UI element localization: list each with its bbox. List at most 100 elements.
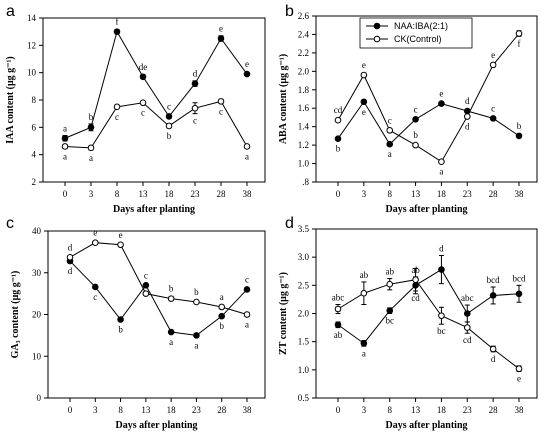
significance-letter: e [439, 89, 443, 99]
significance-letter: e [362, 60, 366, 70]
x-axis-title: Days after planting [115, 420, 197, 431]
x-tick-label: 0 [63, 189, 68, 199]
x-tick-label: 23 [463, 405, 473, 415]
significance-letter: f [116, 17, 119, 27]
data-point [386, 140, 394, 148]
series-line [337, 100, 520, 145]
data-point [463, 113, 471, 120]
y-axis-title: GA₃ content (μg g⁻¹) [10, 271, 21, 359]
significance-letter: ab [360, 270, 369, 280]
series-treatment: b e a c e d c b [334, 89, 523, 159]
significance-letter: e [219, 24, 223, 34]
significance-letter: e [362, 107, 366, 117]
legend-entry: NAA:IBA(2:1) [394, 21, 448, 31]
data-point [360, 340, 368, 347]
x-tick-label: 3 [362, 405, 367, 415]
y-tick-label: 2.2 [298, 48, 309, 58]
data-point [438, 100, 445, 107]
y-tick-label: 8 [32, 95, 37, 105]
data-point [334, 135, 342, 142]
significance-letter: f [518, 39, 521, 49]
x-tick-label: 18 [165, 189, 175, 199]
x-tick-label: 13 [139, 189, 149, 199]
panel-d: d0.51.01.52.02.53.03.50 3 8 13 18 23 28 38Days … [278, 215, 538, 431]
significance-letter: b [169, 284, 174, 294]
significance-letter: c [491, 103, 495, 113]
panel-label-d: d [285, 215, 294, 232]
significance-letter: a [89, 153, 93, 163]
data-point [463, 310, 471, 317]
x-tick-label: 38 [515, 189, 525, 199]
y-tick-label: 1.8 [298, 85, 310, 95]
y-tick-label: 1.0 [298, 159, 310, 169]
y-tick-label: 4 [32, 150, 37, 160]
y-axis-title: IAA content (μg g⁻¹) [5, 56, 16, 144]
x-tick-label: 3 [89, 189, 94, 199]
x-tick-label: 18 [437, 189, 447, 199]
data-point [438, 266, 445, 273]
x-tick-label: 0 [336, 189, 341, 199]
data-point [360, 289, 368, 297]
y-tick-label: 2.6 [298, 11, 310, 21]
significance-letter: bcd [513, 273, 526, 283]
y-tick-label: 40 [32, 226, 42, 236]
x-tick-label: 23 [463, 189, 473, 199]
x-tick-label: 8 [118, 405, 123, 415]
significance-letter: b [89, 112, 94, 122]
data-point [139, 73, 147, 81]
significance-letter: e [93, 228, 97, 238]
y-tick-label: 20 [32, 310, 42, 320]
legend-swatch-marker [373, 35, 381, 43]
data-point [412, 115, 419, 123]
significance-letter: e [517, 374, 521, 384]
data-point [412, 141, 419, 149]
significance-letter: d [439, 243, 444, 253]
x-tick-label: 28 [489, 405, 499, 415]
y-axis-title: ABA content (μg g⁻¹) [278, 54, 289, 144]
x-tick-label: 3 [362, 189, 367, 199]
y-tick-label: 2.0 [298, 309, 310, 319]
significance-letter: b [517, 121, 522, 131]
significance-letter: d [68, 242, 73, 252]
panel-label-a: a [6, 3, 15, 20]
data-point [334, 116, 342, 124]
significance-letter: d [465, 122, 470, 132]
x-tick-label: 8 [115, 189, 120, 199]
panel-label-b: b [285, 3, 294, 20]
data-point [489, 292, 497, 299]
y-tick-label: 0.5 [298, 393, 310, 403]
data-point [515, 365, 523, 373]
data-point [61, 134, 69, 142]
y-tick-label: 10 [27, 68, 37, 78]
data-point [360, 98, 368, 106]
x-tick-label: 13 [141, 405, 151, 415]
data-point [360, 71, 368, 79]
data-point [167, 295, 175, 302]
series-control: a a c c b c c a [61, 98, 251, 163]
data-point [139, 99, 147, 107]
plot-frame [315, 228, 538, 399]
significance-letter: c [388, 115, 392, 125]
significance-letter: abc [332, 292, 345, 302]
data-point [167, 328, 175, 336]
significance-letter: de [139, 62, 148, 72]
x-tick-label: 18 [437, 405, 447, 415]
significance-letter: e [119, 230, 123, 240]
data-point [217, 35, 225, 42]
significance-letter: bc [437, 326, 446, 336]
x-axis-title: Days after planting [385, 204, 467, 215]
series-line [337, 268, 520, 345]
y-tick-label: 1.6 [298, 103, 310, 113]
legend: NAA:IBA(2:1) CK(Control) [359, 17, 473, 49]
data-point [489, 345, 497, 353]
panel-b: b.81.01.21.41.61.82.02.22.42.60 3 8 13 18 23 2… [278, 3, 538, 215]
significance-letter: c [144, 270, 148, 280]
data-point [489, 61, 497, 69]
y-tick-label: 1.4 [298, 122, 310, 132]
x-tick-label: 38 [243, 405, 253, 415]
data-point [117, 316, 124, 323]
x-tick-label: 3 [93, 405, 98, 415]
